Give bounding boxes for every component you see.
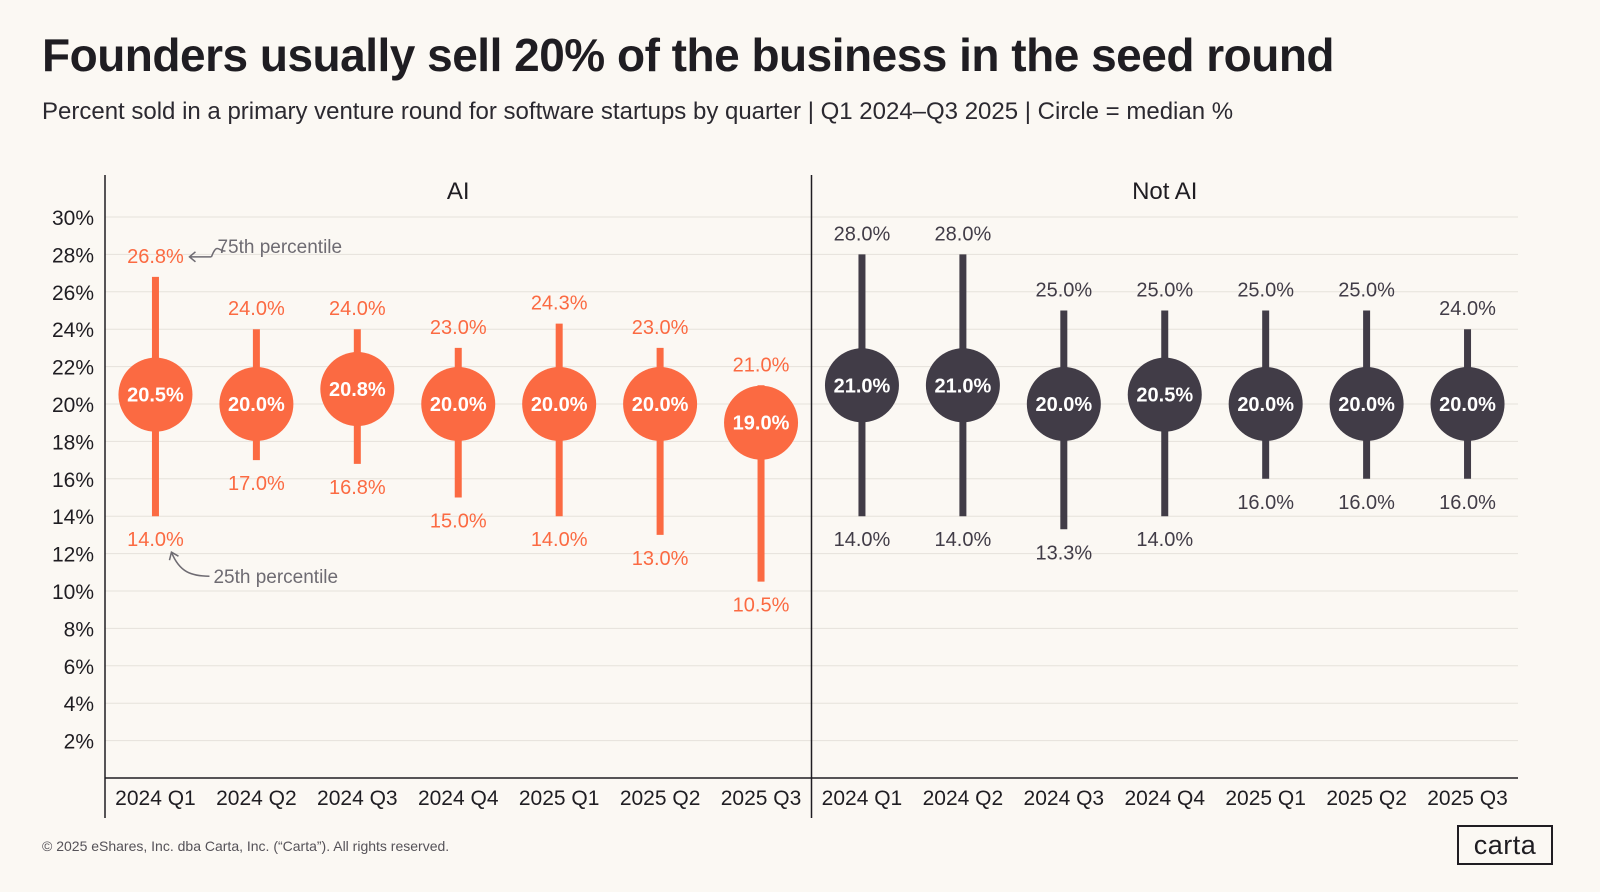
median-circle	[1228, 367, 1303, 441]
median-circle	[1127, 357, 1202, 432]
x-tick-label: 2024 Q4	[1124, 787, 1205, 810]
x-tick-label: 2025 Q1	[519, 787, 600, 810]
p75-label: 28.0%	[834, 223, 891, 245]
p25-label: 17.0%	[228, 473, 285, 495]
copyright-footer: © 2025 eShares, Inc. dba Carta, Inc. (“C…	[42, 838, 450, 854]
y-tick-label: 20%	[52, 394, 94, 417]
x-tick-label: 2024 Q3	[317, 787, 398, 810]
p75-label: 26.8%	[127, 246, 184, 268]
median-label: 20.5%	[127, 385, 184, 407]
median-label: 20.0%	[1237, 394, 1294, 416]
y-tick-label: 22%	[52, 357, 94, 380]
y-tick-label: 28%	[52, 244, 94, 267]
p75-label: 24.0%	[1439, 298, 1496, 320]
median-label: 21.0%	[935, 375, 992, 397]
p25-label: 13.0%	[632, 548, 689, 570]
y-tick-label: 8%	[64, 618, 94, 641]
x-tick-label: 2024 Q1	[115, 787, 196, 810]
p75-label: 25.0%	[1338, 280, 1395, 302]
median-label: 20.8%	[329, 379, 386, 401]
chart-subtitle: Percent sold in a primary venture round …	[42, 98, 1234, 125]
chart-title: Founders usually sell 20% of the busines…	[42, 29, 1335, 81]
median-label: 20.5%	[1136, 385, 1193, 407]
median-label: 20.0%	[228, 394, 285, 416]
p75-label: 25.0%	[1035, 280, 1092, 302]
median-label: 21.0%	[834, 375, 891, 397]
x-tick-label: 2025 Q2	[620, 787, 701, 810]
p25-label: 16.0%	[1338, 492, 1395, 514]
p25-label: 16.0%	[1439, 492, 1496, 514]
median-circle	[522, 367, 597, 441]
annotation-arrow	[170, 551, 210, 577]
y-tick-label: 30%	[52, 207, 94, 230]
x-tick-label: 2024 Q3	[1024, 787, 1105, 810]
y-tick-label: 14%	[52, 506, 94, 529]
median-label: 20.0%	[1439, 394, 1496, 416]
x-tick-label: 2025 Q3	[721, 787, 802, 810]
x-tick-label: 2025 Q3	[1427, 787, 1508, 810]
annotation-arrow	[168, 551, 179, 561]
p75-label: 23.0%	[430, 317, 487, 339]
median-circle	[320, 352, 395, 427]
p25-label: 13.3%	[1035, 542, 1092, 564]
median-label: 20.0%	[1035, 394, 1092, 416]
x-tick-label: 2024 Q1	[822, 787, 903, 810]
annotation-arrow	[210, 247, 226, 258]
median-circle	[925, 348, 1000, 423]
p75-label: 24.0%	[329, 298, 386, 320]
median-label: 20.0%	[1338, 394, 1395, 416]
y-tick-label: 4%	[64, 693, 94, 716]
median-circle	[421, 367, 496, 441]
median-label: 20.0%	[632, 394, 689, 416]
p75-label: 21.0%	[733, 354, 790, 376]
median-circle	[724, 385, 799, 460]
y-tick-label: 16%	[52, 469, 94, 492]
p25-label: 14.0%	[127, 529, 184, 551]
median-circle	[1329, 367, 1404, 441]
median-circle	[219, 367, 294, 441]
p75-label: 24.0%	[228, 298, 285, 320]
median-circle	[118, 357, 193, 432]
y-tick-label: 2%	[64, 731, 94, 754]
carta-logo: carta	[1457, 825, 1553, 865]
p75-label: 24.3%	[531, 293, 588, 315]
x-tick-label: 2024 Q2	[216, 787, 297, 810]
p25-label: 14.0%	[834, 529, 891, 551]
p25-label: 14.0%	[935, 529, 992, 551]
annotation-25th: 25th percentile	[213, 567, 338, 588]
p75-label: 25.0%	[1136, 280, 1193, 302]
median-circle	[623, 367, 698, 441]
median-label: 20.0%	[531, 394, 588, 416]
annotation-75th: 75th percentile	[217, 237, 342, 258]
y-tick-label: 18%	[52, 431, 94, 454]
p25-label: 16.8%	[329, 477, 386, 499]
p25-label: 16.0%	[1237, 492, 1294, 514]
median-label: 19.0%	[733, 413, 790, 435]
median-circle	[1026, 367, 1101, 441]
y-tick-label: 6%	[64, 656, 94, 679]
panel-title: AI	[447, 178, 470, 205]
x-tick-label: 2024 Q4	[418, 787, 499, 810]
median-circle	[824, 348, 899, 423]
x-tick-label: 2024 Q2	[923, 787, 1004, 810]
p25-label: 15.0%	[430, 511, 487, 533]
p75-label: 25.0%	[1237, 280, 1294, 302]
y-tick-label: 10%	[52, 581, 94, 604]
x-tick-label: 2025 Q2	[1326, 787, 1407, 810]
p25-label: 14.0%	[531, 529, 588, 551]
p25-label: 10.5%	[733, 595, 790, 617]
annotation-arrow	[188, 251, 212, 263]
y-tick-label: 26%	[52, 282, 94, 305]
y-tick-label: 12%	[52, 544, 94, 567]
y-tick-label: 24%	[52, 319, 94, 342]
panel-title: Not AI	[1132, 178, 1197, 205]
median-label: 20.0%	[430, 394, 487, 416]
p75-label: 23.0%	[632, 317, 689, 339]
p75-label: 28.0%	[935, 223, 992, 245]
p25-label: 14.0%	[1136, 529, 1193, 551]
x-tick-label: 2025 Q1	[1225, 787, 1306, 810]
median-circle	[1430, 367, 1505, 441]
